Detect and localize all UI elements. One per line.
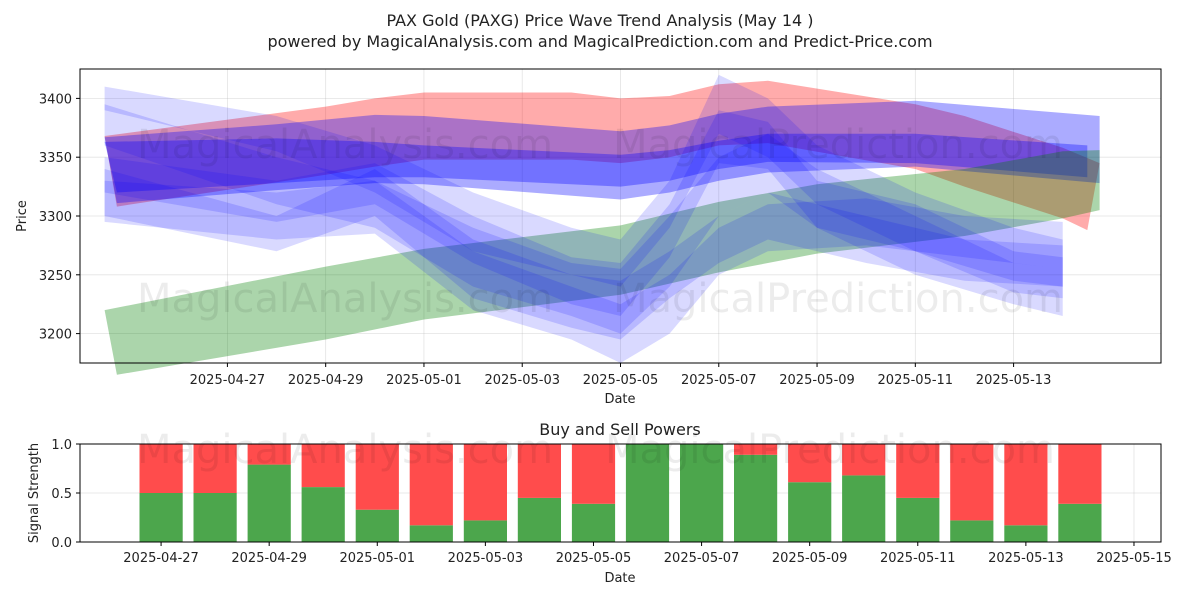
- signal-x-tick-label: 2025-05-13: [988, 551, 1064, 566]
- sell-bar: [463, 444, 507, 521]
- price-watermarks: MagicalAnalysis.com MagicalPrediction.co…: [137, 122, 1063, 322]
- price-y-tick-label: 3350: [39, 151, 72, 166]
- signal-chart-title: Buy and Sell Powers: [539, 420, 701, 439]
- price-x-tick-label: 2025-05-11: [878, 373, 954, 388]
- signal-bars: [139, 444, 1102, 542]
- watermark-mid-right: MagicalPrediction.com: [613, 276, 1063, 322]
- signal-chart: Buy and Sell Powers MagicalAnalysis.com …: [27, 420, 1172, 586]
- signal-y-tick-label: 1.0: [51, 438, 72, 453]
- price-band-blue: [104, 74, 1063, 287]
- buy-bar: [409, 525, 453, 542]
- watermark-top-left: MagicalAnalysis.com: [137, 122, 553, 168]
- buy-bar: [896, 497, 940, 542]
- price-x-tick-label: 2025-05-01: [386, 373, 462, 388]
- price-band-blue: [104, 110, 1063, 316]
- signal-x-tick-label: 2025-05-11: [880, 551, 956, 566]
- signal-x-tick-label: 2025-05-07: [664, 551, 740, 566]
- sell-bar: [409, 444, 453, 526]
- price-x-ticks: 2025-04-27 2025-04-29 2025-05-01 2025-05-03…: [190, 363, 1052, 388]
- sell-bar: [301, 444, 345, 488]
- buy-bar: [463, 520, 507, 542]
- sell-bar: [788, 444, 832, 483]
- price-band-blue: [104, 100, 1100, 204]
- sell-bar: [571, 444, 616, 504]
- price-band-blue: [104, 169, 1063, 340]
- buy-bar: [788, 482, 832, 542]
- watermark-top-right: MagicalPrediction.com: [613, 122, 1063, 168]
- signal-x-tick-label: 2025-05-03: [448, 551, 524, 566]
- sell-bar: [734, 444, 778, 455]
- price-band-green: [104, 150, 1100, 375]
- price-x-tick-label: 2025-04-27: [190, 373, 266, 388]
- buy-bar: [734, 454, 778, 542]
- price-x-tick-label: 2025-05-13: [976, 373, 1052, 388]
- buy-bar: [139, 493, 183, 542]
- figure-subtitle: powered by MagicalAnalysis.com and Magic…: [267, 32, 932, 51]
- price-x-tick-label: 2025-05-05: [583, 373, 659, 388]
- buy-bar: [355, 509, 399, 542]
- signal-x-tick-label: 2025-04-27: [123, 551, 199, 566]
- price-plot-area: [80, 69, 1161, 363]
- buy-bar: [301, 487, 345, 542]
- price-y-tick-label: 3200: [39, 328, 72, 343]
- signal-x-tick-label: 2025-05-01: [339, 551, 415, 566]
- buy-bar: [247, 464, 291, 542]
- sell-bar: [842, 444, 886, 476]
- signal-x-tick-label: 2025-05-15: [1096, 551, 1172, 566]
- watermark-bottom-left: MagicalAnalysis.com: [137, 427, 553, 473]
- buy-bar: [1058, 503, 1102, 542]
- signal-x-ticks: 2025-04-27 2025-04-29 2025-05-01 2025-05-03…: [123, 542, 1172, 566]
- signal-y-ticks: 0.0 0.5 1.0: [51, 438, 80, 551]
- sell-bar: [1004, 444, 1048, 526]
- price-band-red: [104, 80, 1100, 231]
- buy-bar: [625, 444, 670, 542]
- price-y-tick-label: 3250: [39, 269, 72, 284]
- signal-x-tick-label: 2025-04-29: [231, 551, 307, 566]
- price-y-tick-label: 3400: [39, 92, 72, 107]
- signal-x-axis-label: Date: [604, 571, 635, 586]
- price-band-blue: [104, 133, 1088, 193]
- watermark-mid-left: MagicalAnalysis.com: [137, 276, 553, 322]
- sell-bar: [896, 444, 940, 498]
- sell-bar: [139, 444, 183, 493]
- signal-y-axis-label: Signal Strength: [27, 443, 42, 543]
- sell-bar: [247, 444, 291, 465]
- signal-y-tick-label: 0.0: [51, 536, 72, 551]
- price-y-axis-label: Price: [15, 200, 30, 232]
- sell-bar: [1058, 444, 1102, 504]
- sell-bar: [193, 444, 237, 493]
- buy-bar: [950, 520, 994, 542]
- price-grid: [80, 69, 1161, 363]
- price-x-tick-label: 2025-05-03: [484, 373, 560, 388]
- buy-bar: [517, 497, 561, 542]
- price-chart: MagicalAnalysis.com MagicalPrediction.co…: [15, 68, 1162, 407]
- sell-bar: [950, 444, 994, 521]
- price-band-blue: [104, 104, 1063, 334]
- buy-bar: [842, 475, 886, 542]
- price-x-tick-label: 2025-05-07: [681, 373, 757, 388]
- watermark-bottom-right: MagicalPrediction.com: [605, 427, 1055, 473]
- price-x-tick-label: 2025-04-29: [288, 373, 364, 388]
- price-y-tick-label: 3300: [39, 210, 72, 225]
- buy-bar: [680, 444, 724, 542]
- signal-x-tick-label: 2025-05-09: [772, 551, 848, 566]
- buy-bar: [571, 503, 616, 542]
- price-x-axis-label: Date: [604, 392, 635, 407]
- signal-x-tick-label: 2025-05-05: [556, 551, 632, 566]
- buy-bar: [193, 493, 237, 542]
- price-bands: [104, 74, 1100, 375]
- signal-watermarks: MagicalAnalysis.com MagicalPrediction.co…: [137, 427, 1055, 473]
- sell-bar: [517, 444, 561, 498]
- price-band-blue: [104, 180, 1063, 363]
- figure-title: PAX Gold (PAXG) Price Wave Trend Analysi…: [386, 11, 813, 30]
- buy-bar: [1004, 525, 1048, 542]
- signal-y-tick-label: 0.5: [51, 487, 72, 502]
- price-y-ticks: 3200 3250 3300 3350 3400: [39, 92, 80, 343]
- sell-bar: [355, 444, 399, 510]
- price-x-tick-label: 2025-05-09: [779, 373, 855, 388]
